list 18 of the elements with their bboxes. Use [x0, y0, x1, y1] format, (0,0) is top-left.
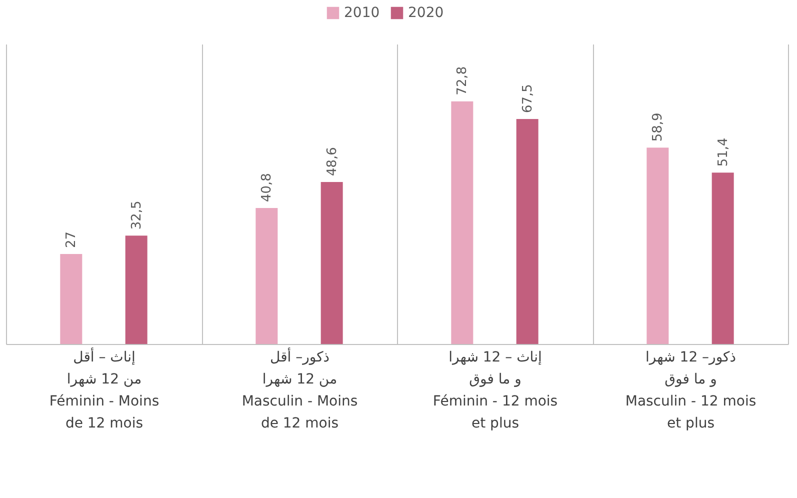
bar: [256, 208, 278, 344]
data-label: 27: [64, 231, 80, 248]
bar: [320, 182, 343, 344]
data-label: 67,5: [520, 84, 536, 113]
legend-label: 2010: [344, 5, 380, 21]
data-label: 32,5: [129, 200, 144, 230]
bar: [451, 101, 474, 344]
data-label: 72,8: [455, 66, 470, 96]
bar: [60, 254, 82, 344]
bar: [125, 236, 148, 344]
data-label: 48,6: [324, 147, 340, 176]
data-label: 51,4: [716, 138, 731, 167]
data-label: 58,9: [650, 112, 666, 142]
bar: [516, 119, 538, 344]
data-label: 40,8: [260, 173, 275, 202]
legend-label: 2020: [408, 5, 444, 21]
bar: [712, 172, 734, 344]
bar: [646, 148, 669, 344]
